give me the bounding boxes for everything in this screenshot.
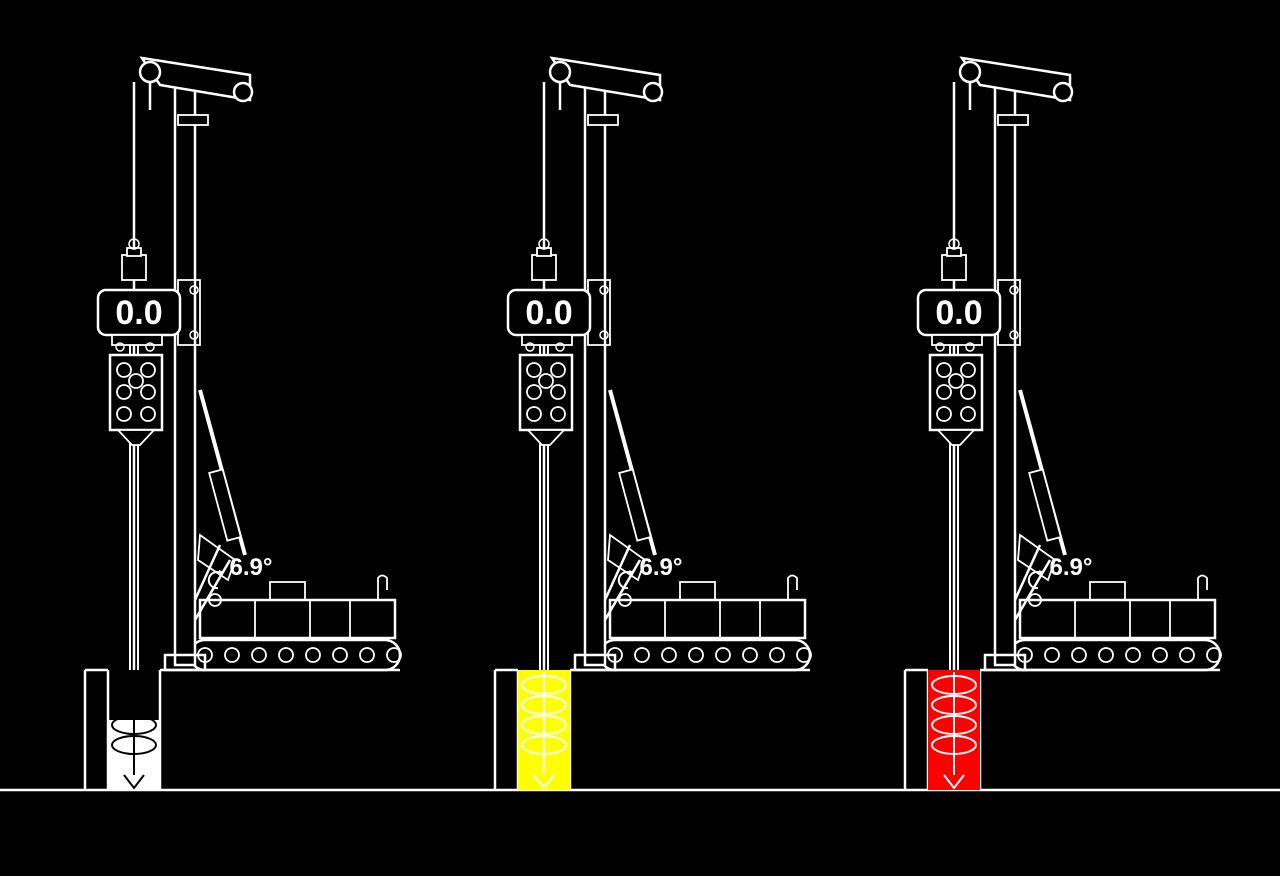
angle-value-1: 6.9° (640, 554, 683, 581)
angle-value-0: 6.9° (230, 554, 273, 581)
rig-2: 0.0 6.9° (905, 58, 1221, 790)
depth-value-0: 0.0 (115, 294, 162, 332)
depth-value-2: 0.0 (935, 294, 982, 332)
mast-2 (995, 70, 1015, 665)
rig-0: 0.0 6.9° (85, 58, 401, 790)
crawler-0 (190, 576, 401, 671)
depth-value-1: 0.0 (525, 294, 572, 332)
angle-value-2: 6.9° (1050, 554, 1093, 581)
mast-1 (585, 70, 605, 665)
crawler-1 (600, 576, 811, 671)
rig-1: 0.0 6.9° (495, 58, 811, 790)
drilling-rig-diagram: 0.0 6.9° 0.0 6.9° 0.0 6.9° (0, 0, 1280, 876)
crawler-2 (1010, 576, 1221, 671)
mast-0 (175, 70, 195, 665)
